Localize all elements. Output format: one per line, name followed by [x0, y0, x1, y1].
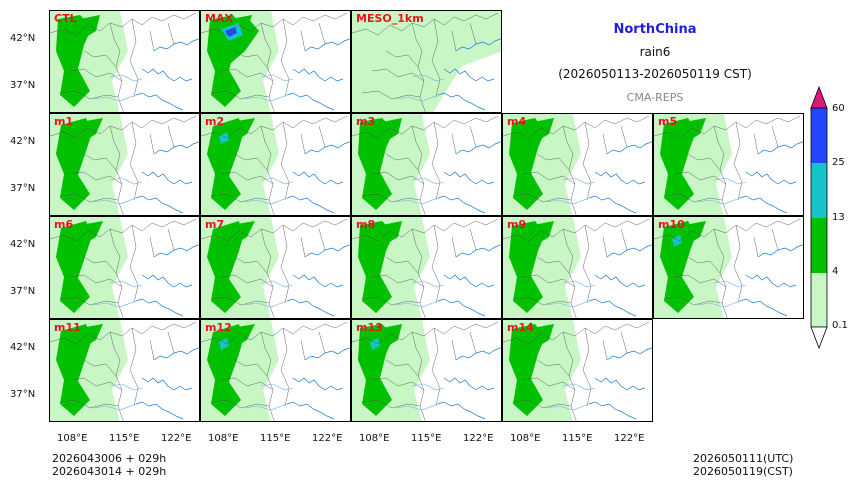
panel-label: m1: [54, 115, 74, 128]
lat-label: 37°N: [10, 183, 36, 194]
colorbar-under-triangle: [810, 326, 828, 350]
panel-label: m6: [54, 218, 74, 231]
colorbar-label-13: 13: [832, 212, 845, 223]
panel-label: m7: [205, 218, 225, 231]
colorbar-label-4: 4: [832, 266, 839, 277]
panel-label: MESO_1km: [356, 12, 424, 25]
panel-ctl: CTL: [49, 10, 200, 113]
lat-label: 37°N: [10, 80, 36, 91]
panel-label: m12: [205, 321, 232, 334]
lat-label: 42°N: [10, 239, 36, 250]
panel-label: MAX: [205, 12, 233, 25]
system-title: CMA-REPS: [626, 91, 684, 104]
lon-label: 115°E: [411, 433, 442, 444]
lon-label: 115°E: [562, 433, 593, 444]
init-time-2: 2026043014 + 029h: [52, 465, 167, 478]
panel-m4: m4: [502, 113, 653, 216]
panel-label: m3: [356, 115, 376, 128]
panel-m11: m11: [49, 319, 200, 422]
panel-m7: m7: [200, 216, 351, 319]
panel-m2: m2: [200, 113, 351, 216]
period-title: (2026050113-2026050119 CST): [558, 67, 752, 81]
colorbar: [810, 85, 828, 350]
lon-label: 115°E: [260, 433, 291, 444]
colorbar-band-60: [811, 108, 827, 163]
panel-label: m13: [356, 321, 383, 334]
lon-label: 108°E: [57, 433, 88, 444]
lon-label: 122°E: [312, 433, 343, 444]
lon-label: 108°E: [208, 433, 239, 444]
colorbar-band-13: [811, 218, 827, 273]
panel-label: m14: [507, 321, 534, 334]
lat-label: 42°N: [10, 33, 36, 44]
panel-m1: m1: [49, 113, 200, 216]
valid-time-cst: 2026050119(CST): [693, 465, 793, 478]
lat-label: 42°N: [10, 136, 36, 147]
lon-label: 122°E: [614, 433, 645, 444]
panel-label: m11: [54, 321, 81, 334]
panel-label: m9: [507, 218, 527, 231]
valid-time-utc: 2026050111(UTC): [693, 452, 794, 465]
lon-label: 108°E: [510, 433, 541, 444]
colorbar-band-4: [811, 273, 827, 327]
panel-m12: m12: [200, 319, 351, 422]
panel-meso_1km: MESO_1km: [351, 10, 502, 113]
colorbar-label-25: 25: [832, 157, 845, 168]
panel-m9: m9: [502, 216, 653, 319]
lon-label: 115°E: [109, 433, 140, 444]
panel-label: m8: [356, 218, 376, 231]
init-time-1: 2026043006 + 029h: [52, 452, 167, 465]
colorbar-over-triangle: [810, 85, 828, 109]
colorbar-label-0.1: 0.1: [832, 320, 848, 331]
panel-max: MAX: [200, 10, 351, 113]
lon-label: 108°E: [359, 433, 390, 444]
lon-label: 122°E: [161, 433, 192, 444]
lat-label: 37°N: [10, 389, 36, 400]
panel-label: m10: [658, 218, 685, 231]
panel-label: m4: [507, 115, 527, 128]
panel-m6: m6: [49, 216, 200, 319]
panel-label: m5: [658, 115, 678, 128]
lat-label: 42°N: [10, 342, 36, 353]
panel-label: m2: [205, 115, 225, 128]
variable-title: rain6: [639, 45, 671, 59]
lat-label: 37°N: [10, 286, 36, 297]
colorbar-band-25: [811, 163, 827, 218]
panel-m3: m3: [351, 113, 502, 216]
colorbar-label-60: 60: [832, 103, 845, 114]
region-title: NorthChina: [613, 22, 697, 37]
panel-label: CTL: [54, 12, 77, 25]
panel-m14: m14: [502, 319, 653, 422]
panel-m13: m13: [351, 319, 502, 422]
lon-label: 122°E: [463, 433, 494, 444]
panel-m10: m10: [653, 216, 804, 319]
panel-m5: m5: [653, 113, 804, 216]
panel-m8: m8: [351, 216, 502, 319]
